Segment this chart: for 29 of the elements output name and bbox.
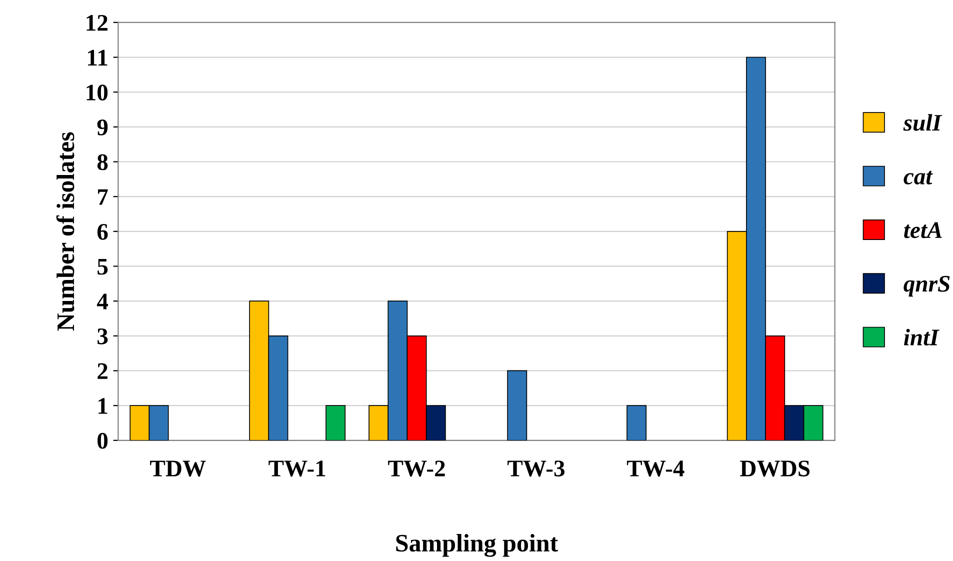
y-tick-label: 11: [88, 50, 108, 66]
legend-label: qnrS: [904, 276, 950, 297]
legend-label: sulI: [903, 114, 942, 131]
bar: [507, 370, 528, 440]
y-tick-label: 2: [98, 363, 108, 379]
y-tick-label: 6: [97, 224, 108, 240]
legend-label: cat: [904, 170, 933, 184]
bar: [326, 405, 346, 440]
y-tick-label: 1: [98, 398, 108, 414]
y-tick-label: 12: [86, 14, 108, 31]
legend-label: tetA: [904, 222, 942, 238]
y-tick-label: 4: [96, 294, 108, 310]
y-tick-label: 3: [98, 328, 108, 344]
y-tick-label: 7: [98, 189, 108, 205]
y-tick-label: 9: [97, 119, 108, 136]
x-tick-label: TW-3: [508, 460, 564, 477]
y-axis-title: Number of isolates: [56, 132, 74, 331]
y-tick-label: 0: [98, 432, 108, 449]
y-tick-label: 10: [86, 84, 108, 101]
legend-label: intI: [904, 328, 940, 346]
x-tick-label: DWDS: [740, 460, 810, 477]
bar: [626, 405, 647, 440]
x-tick-label: TW-2: [388, 460, 445, 477]
y-tick-label: 5: [98, 258, 108, 275]
x-axis-title: Sampling point: [396, 534, 558, 557]
x-tick-label: TDW: [150, 460, 206, 477]
x-tick-label: TW-4: [626, 460, 684, 477]
x-tick-label: TW-1: [268, 460, 326, 477]
y-tick-label: 8: [97, 154, 108, 170]
